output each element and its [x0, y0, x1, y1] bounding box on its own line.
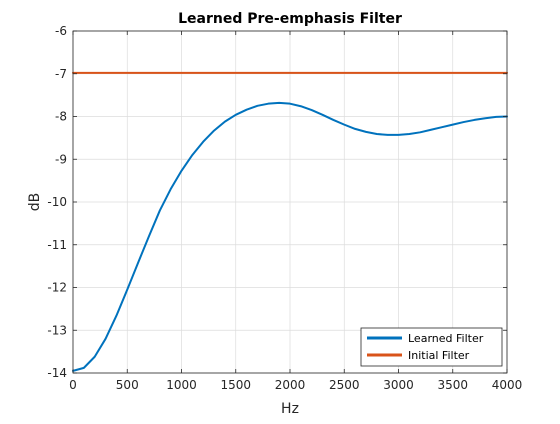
plot-border — [72, 30, 508, 374]
x-tick-label: 500 — [116, 378, 139, 392]
ticks: 0 500 1000 1500 2000 2500 3000 3500 4000 -14 -13 -1… — [47, 24, 522, 392]
x-tick-label: 0 — [69, 378, 77, 392]
legend-box — [360, 327, 503, 367]
x-axis-label: Hz — [281, 401, 299, 417]
y-tick-label: -13 — [47, 323, 67, 337]
series-lines — [72, 71, 508, 372]
y-tick-label: -14 — [47, 366, 67, 380]
legend-label-learned-filter: Learned Filter — [408, 332, 484, 345]
y-tick-label: -12 — [47, 281, 67, 295]
chart-title: Learned Pre-emphasis Filter — [178, 11, 402, 27]
y-tick-label: -7 — [55, 67, 67, 81]
y-tick-label: -9 — [55, 152, 67, 166]
y-axis-label: dB — [27, 193, 43, 212]
x-tick-label: 2000 — [275, 378, 306, 392]
y-tick-label: -8 — [55, 110, 67, 124]
legend: Learned Filter Initial Filter — [360, 327, 503, 367]
y-tick-label: -10 — [47, 195, 67, 209]
legend-label-initial-filter: Initial Filter — [408, 349, 470, 362]
learned-filter-line — [72, 101, 508, 372]
y-tick-label: -11 — [47, 238, 67, 252]
y-tick-label: -6 — [55, 24, 67, 38]
x-tick-label: 4000 — [492, 378, 523, 392]
x-tick-label: 1500 — [220, 378, 251, 392]
x-tick-label: 3000 — [383, 378, 414, 392]
x-tick-label: 3500 — [437, 378, 468, 392]
x-tick-label: 1000 — [166, 378, 197, 392]
x-tick-label: 2500 — [329, 378, 360, 392]
